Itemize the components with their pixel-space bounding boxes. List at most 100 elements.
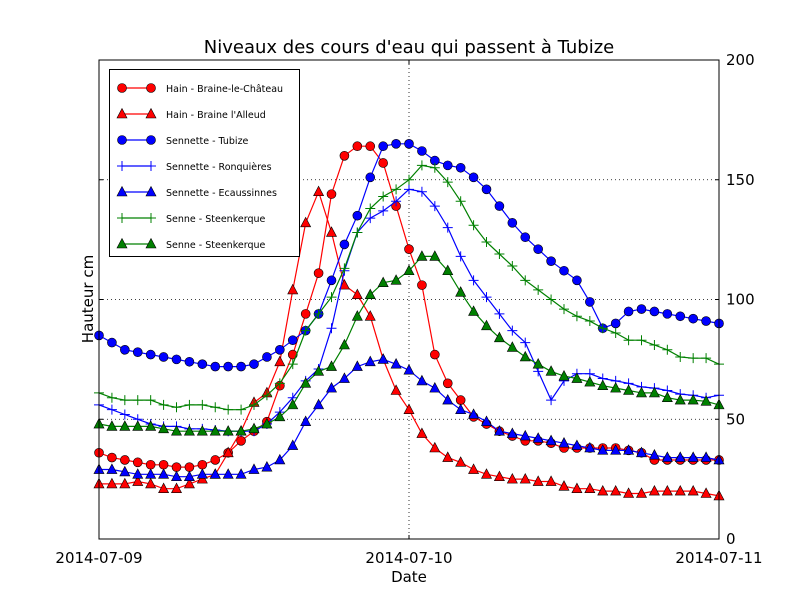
data-point [339, 263, 350, 274]
data-point [429, 201, 440, 212]
data-point [648, 386, 660, 398]
data-point [636, 304, 647, 314]
data-point [481, 184, 492, 195]
data-point [481, 292, 492, 303]
data-point [545, 475, 557, 486]
data-point [559, 304, 569, 315]
data-point [171, 482, 182, 494]
legend-entry: Sennette - Ronquières [117, 161, 272, 173]
data-point [107, 337, 117, 348]
data-point [119, 395, 130, 406]
data-point [365, 141, 376, 152]
legend-entry: Senne - Steenkerque [116, 237, 265, 251]
data-point [610, 444, 622, 455]
data-point [403, 264, 415, 276]
data-point [365, 213, 376, 224]
data-point [585, 297, 595, 307]
data-point [222, 425, 234, 436]
data-point [338, 372, 350, 383]
series-7 [93, 250, 725, 436]
data-point [597, 323, 608, 334]
data-point [545, 434, 557, 446]
legend-marker [145, 185, 157, 197]
data-point [287, 335, 298, 346]
data-point [455, 251, 466, 262]
data-point [687, 393, 699, 405]
y-tick-label: 150 [726, 171, 755, 189]
data-point [378, 205, 389, 216]
data-point [636, 446, 647, 458]
legend-marker [146, 83, 156, 93]
legend-entry: Hain - Braine-le-Château [117, 83, 283, 95]
data-point [326, 381, 337, 393]
data-point [300, 309, 311, 319]
data-point [442, 393, 454, 405]
data-point [378, 191, 389, 202]
data-point [197, 399, 208, 410]
data-point [145, 468, 157, 479]
ticks: 0 50 100 150 200 2014-07-09 2014-07-10 2014-07-… [55, 51, 762, 567]
legend-entry: Sennette - Tubize [117, 135, 249, 147]
data-point [171, 425, 182, 436]
data-point [430, 349, 440, 360]
data-point [300, 325, 311, 336]
data-point [236, 361, 246, 372]
data-point [261, 461, 273, 472]
data-point [417, 280, 427, 290]
data-point [365, 203, 376, 214]
data-point [610, 328, 621, 339]
legend-marker [116, 237, 128, 249]
data-point [274, 453, 286, 465]
data-point [145, 477, 157, 489]
data-point [610, 484, 622, 496]
data-point [468, 408, 480, 419]
data-point [403, 403, 415, 414]
data-point [274, 410, 286, 422]
data-point [623, 444, 635, 455]
data-point [559, 265, 569, 276]
data-point [493, 331, 505, 343]
data-point [533, 284, 544, 295]
y-tick-label: 200 [726, 51, 755, 69]
data-point [494, 201, 505, 211]
data-point [119, 409, 130, 420]
data-point [404, 174, 414, 185]
data-point [132, 347, 143, 357]
data-point [455, 196, 466, 207]
data-point [313, 365, 325, 376]
data-point [649, 340, 660, 351]
data-point [610, 381, 622, 393]
data-point [313, 398, 325, 410]
data-point [416, 374, 428, 386]
data-point [184, 462, 195, 472]
data-point [455, 403, 467, 414]
data-point [442, 177, 453, 188]
data-point [623, 306, 634, 317]
data-point [572, 275, 582, 286]
data-point [700, 487, 712, 498]
data-point [119, 477, 131, 489]
data-point [223, 404, 234, 415]
data-point [235, 425, 247, 436]
data-point [287, 359, 298, 370]
series-3 [94, 139, 724, 372]
data-point [442, 264, 454, 276]
data-point [571, 482, 583, 494]
x-tick-label: 2014-07-09 [55, 549, 142, 567]
data-point [493, 470, 505, 482]
data-point [158, 399, 169, 410]
data-point [546, 256, 556, 266]
data-point [675, 351, 686, 362]
data-point [184, 399, 195, 410]
data-point [106, 404, 117, 415]
data-point [571, 372, 583, 383]
data-point [661, 391, 673, 402]
data-point [119, 420, 131, 431]
data-point [236, 436, 246, 446]
data-point [558, 437, 570, 448]
data-point [481, 237, 492, 248]
legend-label: Sennette - Ecaussinnes [166, 188, 277, 199]
data-point [519, 350, 531, 362]
data-point [520, 232, 531, 243]
